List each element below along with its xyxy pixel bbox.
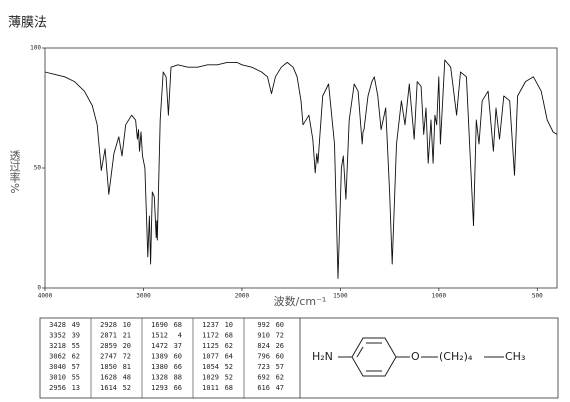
bond xyxy=(356,346,364,358)
peak-transmittance: 60 xyxy=(174,353,182,361)
peak-wavenumber: 692 xyxy=(257,374,270,382)
peak-wavenumber: 723 xyxy=(257,363,270,371)
peak-transmittance: 66 xyxy=(174,384,182,392)
peak-wavenumber: 616 xyxy=(257,384,270,392)
peak-transmittance: 48 xyxy=(123,374,131,382)
peak-transmittance: 55 xyxy=(72,374,80,382)
y-axis-label: 透过率% xyxy=(8,150,21,194)
chart-title: 薄膜法 xyxy=(8,16,47,31)
peak-transmittance: 20 xyxy=(123,342,131,350)
peak-transmittance: 55 xyxy=(72,342,80,350)
structure: H₂N O (CH₂)₄ CH₃ xyxy=(312,337,525,377)
peak-transmittance: 60 xyxy=(276,321,284,329)
x-tick-label: 1500 xyxy=(333,293,348,300)
peak-wavenumber: 1328 xyxy=(151,374,168,382)
peak-wavenumber: 910 xyxy=(257,332,270,340)
terminal-label: CH₃ xyxy=(505,350,525,363)
peak-wavenumber: 1614 xyxy=(100,384,117,392)
peak-transmittance: 4 xyxy=(178,332,182,340)
peak-wavenumber: 1389 xyxy=(151,353,168,361)
oxygen-label: O xyxy=(411,350,420,363)
y-tick-label: 100 xyxy=(30,45,41,52)
peak-transmittance: 10 xyxy=(123,321,131,329)
peak-wavenumber: 1512 xyxy=(151,332,168,340)
x-tick-label: 3000 xyxy=(136,293,151,300)
peak-transmittance: 64 xyxy=(225,353,233,361)
peak-wavenumber: 1237 xyxy=(202,321,219,329)
x-tick-label: 4000 xyxy=(38,293,53,300)
x-tick-label: 2000 xyxy=(235,293,250,300)
x-tick-label: 1000 xyxy=(432,293,447,300)
peak-wavenumber: 2928 xyxy=(100,321,117,329)
peak-transmittance: 62 xyxy=(276,374,284,382)
peak-wavenumber: 2871 xyxy=(100,332,117,340)
peak-wavenumber: 1628 xyxy=(100,374,117,382)
peak-wavenumber: 3352 xyxy=(49,332,66,340)
peak-wavenumber: 796 xyxy=(257,353,270,361)
peak-wavenumber: 3428 xyxy=(49,321,66,329)
peak-wavenumber: 1029 xyxy=(202,374,219,382)
peak-transmittance: 10 xyxy=(225,321,233,329)
peak-wavenumber: 1172 xyxy=(202,332,219,340)
x-tick-label: 500 xyxy=(532,293,543,300)
peak-wavenumber: 3010 xyxy=(49,374,66,382)
peak-transmittance: 21 xyxy=(123,332,131,340)
peak-transmittance: 66 xyxy=(174,363,182,371)
y-tick-label: 0 xyxy=(37,285,41,292)
peak-transmittance: 81 xyxy=(123,363,131,371)
peak-transmittance: 72 xyxy=(276,332,284,340)
peak-transmittance: 52 xyxy=(225,363,233,371)
peak-transmittance: 13 xyxy=(72,384,80,392)
benzene-ring xyxy=(351,337,397,377)
chain-label: (CH₂)₄ xyxy=(439,350,473,363)
peak-wavenumber: 1077 xyxy=(202,353,219,361)
peak-transmittance: 72 xyxy=(123,353,131,361)
peak-transmittance: 68 xyxy=(225,332,233,340)
peak-wavenumber: 1690 xyxy=(151,321,168,329)
info-box xyxy=(39,317,559,399)
peak-wavenumber: 3062 xyxy=(49,353,66,361)
x-axis-label: 波数/cm⁻¹ xyxy=(274,295,327,308)
peak-transmittance: 37 xyxy=(174,342,182,350)
peak-transmittance: 88 xyxy=(174,374,182,382)
peak-wavenumber: 1125 xyxy=(202,342,219,350)
peak-transmittance: 68 xyxy=(174,321,182,329)
y-tick-label: 50 xyxy=(34,165,42,172)
peak-wavenumber: 3218 xyxy=(49,342,66,350)
peak-transmittance: 49 xyxy=(72,321,80,329)
peak-wavenumber: 1380 xyxy=(151,363,168,371)
peak-wavenumber: 2747 xyxy=(100,353,117,361)
spectrum-line xyxy=(44,59,558,279)
peak-wavenumber: 2859 xyxy=(100,342,117,350)
amine-label: H₂N xyxy=(312,350,333,363)
peak-transmittance: 57 xyxy=(276,363,284,371)
peak-wavenumber: 1054 xyxy=(202,363,219,371)
peak-wavenumber: 992 xyxy=(257,321,270,329)
peak-transmittance: 39 xyxy=(72,332,80,340)
peak-wavenumber: 1850 xyxy=(100,363,117,371)
peak-transmittance: 57 xyxy=(72,363,80,371)
peak-transmittance: 60 xyxy=(276,353,284,361)
peak-wavenumber: 2956 xyxy=(49,384,66,392)
peak-wavenumber: 1293 xyxy=(151,384,168,392)
peak-wavenumber: 1011 xyxy=(202,384,219,392)
plot-frame xyxy=(44,47,558,289)
peak-transmittance: 52 xyxy=(123,384,131,392)
peak-transmittance: 47 xyxy=(276,384,284,392)
peak-wavenumber: 824 xyxy=(257,342,270,350)
peak-transmittance: 62 xyxy=(72,353,80,361)
peak-transmittance: 62 xyxy=(225,342,233,350)
peak-transmittance: 26 xyxy=(276,342,284,350)
peak-wavenumber: 1472 xyxy=(151,342,168,350)
peak-transmittance: 68 xyxy=(225,384,233,392)
peak-wavenumber: 3040 xyxy=(49,363,66,371)
peak-transmittance: 52 xyxy=(225,374,233,382)
